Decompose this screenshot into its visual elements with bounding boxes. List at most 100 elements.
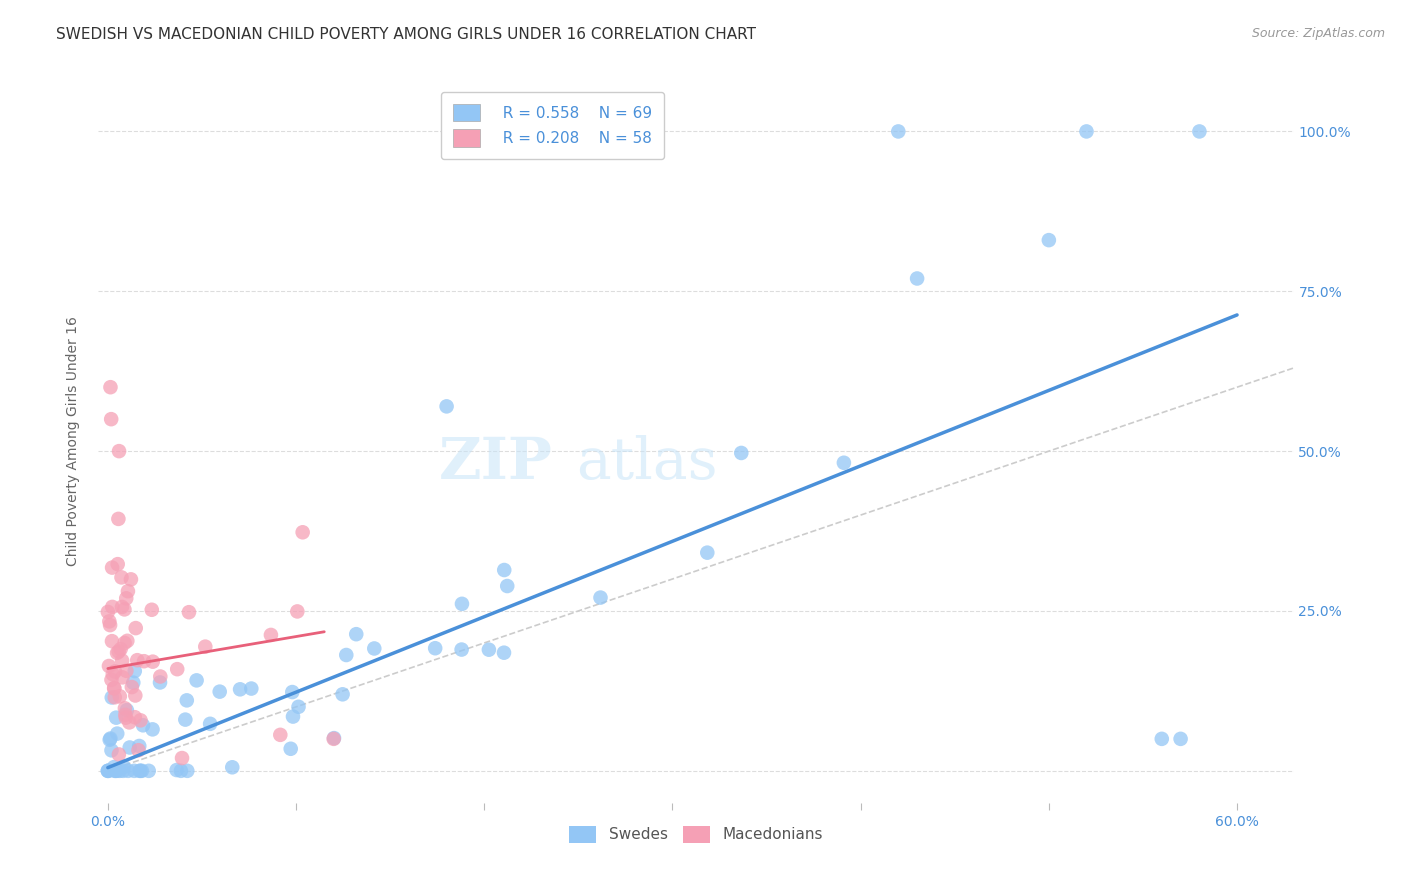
Point bbox=[98, 615, 121, 629]
Text: Source: ZipAtlas.com: Source: ZipAtlas.com bbox=[1251, 27, 1385, 40]
Point bbox=[104, 764, 127, 778]
Point bbox=[128, 739, 150, 753]
Point bbox=[98, 732, 121, 747]
Point bbox=[1038, 233, 1060, 247]
Point bbox=[170, 764, 193, 778]
Point bbox=[281, 709, 304, 723]
Point bbox=[118, 715, 141, 730]
Point bbox=[478, 642, 501, 657]
Point bbox=[1076, 124, 1098, 138]
Text: atlas: atlas bbox=[576, 435, 718, 491]
Point bbox=[141, 723, 163, 737]
Point bbox=[1170, 731, 1192, 746]
Point bbox=[129, 714, 152, 728]
Point bbox=[174, 713, 197, 727]
Point bbox=[105, 646, 128, 660]
Point bbox=[208, 684, 231, 698]
Point bbox=[100, 743, 122, 757]
Point bbox=[332, 687, 354, 701]
Point bbox=[494, 563, 516, 577]
Y-axis label: Child Poverty Among Girls Under 16: Child Poverty Among Girls Under 16 bbox=[66, 317, 80, 566]
Point bbox=[115, 591, 138, 606]
Point bbox=[335, 648, 357, 662]
Point bbox=[221, 760, 243, 774]
Point bbox=[122, 675, 145, 690]
Point bbox=[451, 597, 474, 611]
Point bbox=[103, 681, 125, 696]
Point bbox=[105, 711, 128, 725]
Point bbox=[124, 689, 146, 703]
Point bbox=[101, 599, 124, 614]
Point bbox=[125, 621, 148, 635]
Point bbox=[132, 654, 155, 668]
Point bbox=[127, 743, 149, 757]
Text: ZIP: ZIP bbox=[439, 435, 553, 491]
Legend: Swedes, Macedonians: Swedes, Macedonians bbox=[562, 820, 830, 849]
Point bbox=[107, 644, 129, 658]
Point bbox=[100, 673, 122, 687]
Point bbox=[111, 599, 134, 614]
Point bbox=[103, 760, 125, 774]
Point bbox=[97, 764, 120, 778]
Point bbox=[111, 654, 134, 668]
Point bbox=[112, 759, 135, 773]
Point bbox=[177, 605, 200, 619]
Point bbox=[285, 604, 308, 618]
Point bbox=[97, 659, 120, 673]
Point bbox=[105, 764, 128, 778]
Point bbox=[696, 546, 718, 560]
Point bbox=[170, 751, 193, 765]
Point bbox=[492, 646, 515, 660]
Point bbox=[104, 690, 127, 705]
Point bbox=[127, 653, 149, 667]
Point bbox=[450, 642, 472, 657]
Point bbox=[496, 579, 519, 593]
Point bbox=[269, 728, 291, 742]
Point bbox=[363, 641, 385, 656]
Point bbox=[131, 764, 153, 778]
Point bbox=[107, 512, 129, 526]
Point bbox=[124, 710, 146, 724]
Point bbox=[98, 618, 121, 632]
Point bbox=[229, 682, 252, 697]
Point bbox=[149, 669, 172, 683]
Point bbox=[129, 764, 152, 778]
Point bbox=[281, 685, 304, 699]
Point bbox=[425, 641, 447, 656]
Point bbox=[105, 726, 128, 740]
Point bbox=[124, 664, 146, 678]
Point bbox=[117, 633, 139, 648]
Point bbox=[832, 456, 855, 470]
Point bbox=[138, 764, 160, 778]
Point bbox=[194, 640, 217, 654]
Point bbox=[322, 731, 344, 746]
Point bbox=[118, 740, 141, 755]
Point bbox=[115, 664, 138, 678]
Point bbox=[111, 670, 134, 684]
Point bbox=[114, 707, 136, 722]
Point bbox=[280, 741, 302, 756]
Point bbox=[166, 763, 188, 777]
Point bbox=[344, 627, 367, 641]
Point bbox=[103, 681, 125, 695]
Point bbox=[104, 665, 127, 679]
Point bbox=[117, 584, 139, 599]
Point bbox=[166, 662, 188, 676]
Point bbox=[108, 690, 131, 704]
Point bbox=[260, 628, 283, 642]
Point bbox=[323, 731, 346, 745]
Point bbox=[149, 675, 172, 690]
Point bbox=[100, 412, 122, 426]
Point bbox=[110, 642, 132, 657]
Point bbox=[100, 731, 122, 746]
Text: SWEDISH VS MACEDONIAN CHILD POVERTY AMONG GIRLS UNDER 16 CORRELATION CHART: SWEDISH VS MACEDONIAN CHILD POVERTY AMON… bbox=[56, 27, 756, 42]
Point bbox=[120, 573, 142, 587]
Point bbox=[104, 764, 127, 778]
Point bbox=[100, 380, 122, 394]
Point bbox=[101, 634, 124, 648]
Point bbox=[117, 764, 139, 778]
Point bbox=[114, 636, 136, 650]
Point bbox=[97, 605, 120, 619]
Point bbox=[100, 690, 122, 705]
Point bbox=[122, 764, 145, 778]
